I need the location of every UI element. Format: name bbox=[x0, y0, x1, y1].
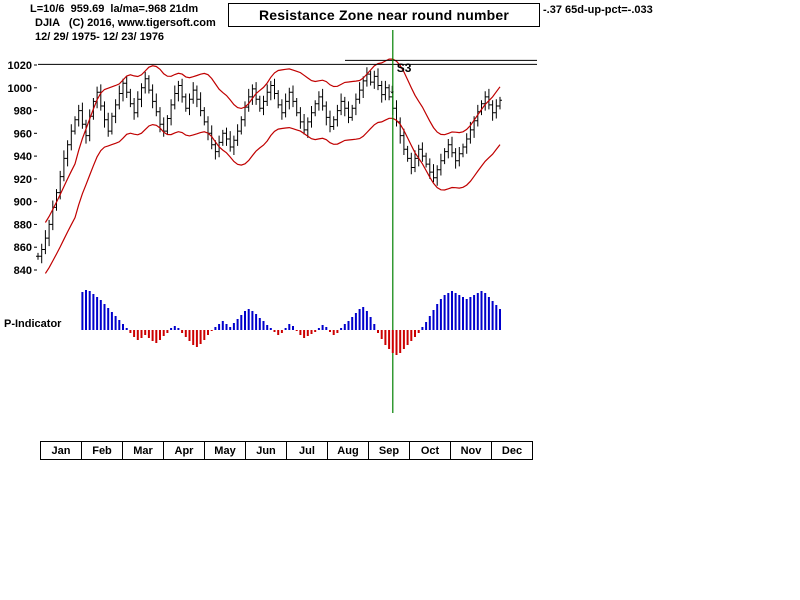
month-cell-dec: Dec bbox=[491, 441, 533, 460]
y-axis-label: 1020 bbox=[8, 60, 32, 72]
p-indicator-label: P-Indicator bbox=[4, 318, 62, 330]
y-axis-label: 1000 bbox=[8, 83, 32, 95]
y-axis-label: 960 bbox=[14, 128, 32, 140]
y-axis-label: 900 bbox=[14, 197, 32, 209]
y-axis-label: 880 bbox=[14, 219, 32, 231]
y-axis-label: 940 bbox=[14, 151, 32, 163]
y-axis-label: 840 bbox=[14, 265, 32, 277]
month-cell-apr: Apr bbox=[163, 441, 205, 460]
status-line-left: L=10/6 959.69 la/ma=.968 21dm bbox=[30, 3, 199, 15]
month-cell-sep: Sep bbox=[368, 441, 410, 460]
month-cell-jul: Jul bbox=[286, 441, 328, 460]
month-axis: Jan Feb Mar Apr May Jun Jul Aug Sep Oct Nov Dec bbox=[40, 441, 533, 460]
month-cell-oct: Oct bbox=[409, 441, 451, 460]
y-axis-label: 860 bbox=[14, 242, 32, 254]
month-cell-jun: Jun bbox=[245, 441, 287, 460]
signal-label: S3 bbox=[397, 61, 412, 75]
y-axis-label: 980 bbox=[14, 106, 32, 118]
down-arrow-icon: ↓ bbox=[389, 81, 396, 96]
price-chart[interactable]: 1020 1000 980 960 940 920 900 880 860 840 S3↓ bbox=[0, 0, 800, 435]
date-range-line: 12/ 29/ 1975- 12/ 23/ 1976 bbox=[35, 31, 165, 43]
month-cell-mar: Mar bbox=[122, 441, 164, 460]
chart-title-box: Resistance Zone near round number bbox=[228, 3, 540, 27]
month-cell-feb: Feb bbox=[81, 441, 123, 460]
month-cell-jan: Jan bbox=[40, 441, 82, 460]
month-cell-aug: Aug bbox=[327, 441, 369, 460]
indicator-negative-bars bbox=[129, 330, 420, 355]
price-bars bbox=[36, 67, 502, 264]
month-cell-may: May bbox=[204, 441, 246, 460]
indicator-positive-bars bbox=[81, 290, 501, 330]
symbol-copyright-line: DJIA (C) 2016, www.tigersoft.com bbox=[35, 17, 216, 29]
upper-band-line bbox=[44, 58, 501, 223]
lower-band-line bbox=[44, 117, 501, 274]
status-line-right: -.37 65d-up-pct=-.033 bbox=[543, 4, 653, 16]
month-cell-nov: Nov bbox=[450, 441, 492, 460]
chart-title: Resistance Zone near round number bbox=[258, 7, 510, 23]
y-axis-label: 920 bbox=[14, 174, 32, 186]
